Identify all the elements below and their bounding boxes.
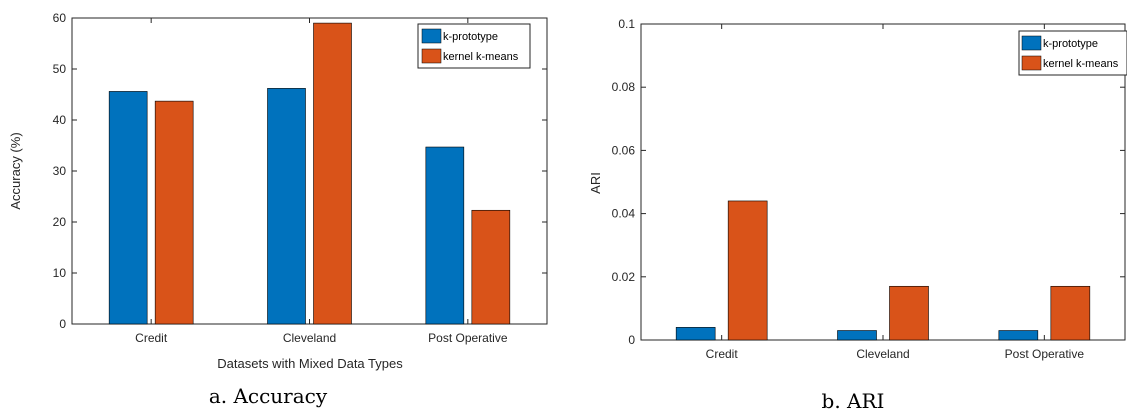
y-tick-label: 0.1 [618, 17, 635, 31]
accuracy-chart: 0 10 20 30 40 50 60 Credit Cleveland Post Operat… [8, 11, 548, 408]
bar-kernel-k-means [313, 22, 352, 325]
ari-y-axis-label: ARI [588, 172, 603, 194]
accuracy-legend: k-prototype kernel k-means [417, 23, 531, 69]
accuracy-bars [108, 22, 511, 325]
y-tick-label: 40 [53, 113, 67, 127]
x-tick-label: Post Operative [1005, 347, 1085, 361]
y-tick-label: 0.06 [612, 143, 636, 157]
y-tick-label: 0.02 [612, 270, 636, 284]
ari-caption: b. ARI [822, 389, 885, 413]
y-tick-label: 10 [53, 266, 67, 280]
x-tick-label: Cleveland [283, 331, 336, 345]
y-tick-label: 0 [59, 317, 66, 331]
ari-legend-label-kernel-k-means: kernel k-means [1043, 58, 1119, 70]
accuracy-legend-swatch-k-prototype [421, 28, 442, 44]
accuracy-x-axis-label: Datasets with Mixed Data Types [217, 356, 403, 371]
x-tick-label: Credit [135, 331, 168, 345]
bar-k-prototype [425, 146, 465, 325]
accuracy-caption: a. Accuracy [209, 384, 328, 408]
ari-plot-area [640, 23, 1126, 341]
ari-legend-swatch-kernel-k-means [1021, 55, 1042, 71]
accuracy-legend-label-kernel-k-means: kernel k-means [443, 51, 519, 63]
ari-legend-label-k-prototype: k-prototype [1043, 38, 1098, 50]
accuracy-plot-area [71, 17, 548, 325]
accuracy-y-axis: 0 10 20 30 40 50 60 [53, 11, 547, 331]
accuracy-y-axis-label: Accuracy (%) [8, 132, 23, 209]
bar-kernel-k-means [471, 209, 511, 325]
bar-k-prototype [675, 327, 716, 341]
bar-k-prototype [998, 330, 1039, 341]
y-tick-label: 30 [53, 164, 67, 178]
y-tick-label: 0.04 [612, 207, 636, 221]
accuracy-x-axis: Credit Cleveland Post Operative [135, 18, 508, 345]
y-tick-label: 0 [628, 333, 635, 347]
x-tick-label: Post Operative [428, 331, 508, 345]
bar-kernel-k-means [727, 200, 768, 341]
bar-k-prototype [108, 91, 148, 325]
x-tick-label: Credit [706, 347, 739, 361]
ari-y-axis: 0 0.02 0.04 0.06 0.08 0.1 [612, 17, 1125, 347]
bar-k-prototype [267, 88, 306, 325]
bar-kernel-k-means [1050, 285, 1091, 341]
ari-x-axis: Credit Cleveland Post Operative [706, 24, 1085, 361]
y-tick-label: 0.08 [612, 80, 636, 94]
y-tick-label: 50 [53, 62, 67, 76]
accuracy-legend-label-k-prototype: k-prototype [443, 31, 498, 43]
bar-k-prototype [837, 330, 877, 341]
ari-chart: 0 0.02 0.04 0.06 0.08 0.1 Credit Cleveland Post… [588, 17, 1127, 413]
bar-kernel-k-means [889, 285, 929, 341]
ari-legend: k-prototype kernel k-means [1018, 30, 1127, 76]
accuracy-legend-swatch-kernel-k-means [421, 48, 442, 64]
y-tick-label: 20 [53, 215, 67, 229]
ari-bars [675, 200, 1091, 341]
x-tick-label: Cleveland [856, 347, 909, 361]
ari-legend-swatch-k-prototype [1021, 35, 1042, 51]
y-tick-label: 60 [53, 11, 67, 25]
bar-kernel-k-means [154, 100, 194, 325]
